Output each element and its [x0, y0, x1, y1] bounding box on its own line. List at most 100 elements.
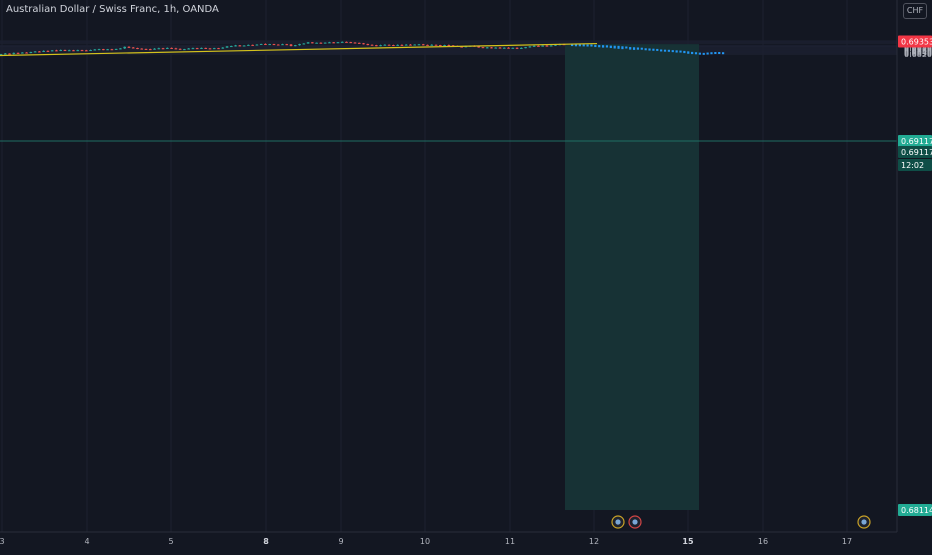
candle-body: [400, 44, 404, 46]
projection-bar: [652, 48, 655, 51]
candle-body: [549, 45, 553, 47]
candle-body: [114, 48, 118, 50]
projection-bar: [590, 44, 593, 47]
candle-body: [59, 50, 63, 52]
projection-bar: [640, 47, 643, 50]
candle-body: [63, 50, 67, 52]
projection-bar: [660, 49, 663, 52]
candle-body: [255, 44, 259, 46]
price-axis[interactable]: 0.694000.693000.692000.690000.689000.688…: [896, 0, 932, 532]
candle-body: [140, 48, 144, 50]
candle-body: [123, 46, 127, 49]
candle-body: [89, 50, 92, 52]
candle-body: [153, 48, 156, 50]
candle-body: [554, 44, 557, 46]
candle-body: [502, 47, 506, 49]
candle-body: [208, 48, 212, 50]
candle-body: [485, 47, 489, 49]
candle-body: [225, 46, 229, 48]
candle-body: [268, 44, 272, 46]
candle-body: [460, 46, 463, 48]
candle-body: [545, 45, 549, 47]
candle-body: [161, 48, 165, 50]
time-tick-label: 10: [420, 537, 430, 546]
candle-body: [515, 47, 519, 49]
time-tick-label: 17: [842, 537, 852, 546]
candle-body: [221, 47, 225, 49]
projection-bar: [656, 48, 659, 51]
candle-body: [0, 54, 3, 56]
candle-body: [298, 44, 301, 46]
candle-body: [490, 47, 493, 49]
projection-bar: [632, 47, 636, 50]
last-price-label-bg: [898, 146, 932, 158]
candle-body: [319, 42, 323, 44]
candle-body: [447, 45, 451, 47]
candle-body: [127, 46, 131, 48]
candle-body: [50, 50, 54, 52]
projection-bar: [598, 45, 601, 48]
candle-body: [217, 48, 220, 50]
candle-body: [8, 53, 11, 55]
candle-body: [328, 42, 331, 44]
grid: [0, 0, 897, 532]
projection-bar: [582, 44, 585, 47]
candle-body: [413, 44, 417, 46]
candle-body: [38, 51, 41, 53]
candle-body: [353, 42, 357, 44]
candle-body: [285, 44, 289, 46]
currency-badge[interactable]: CHF: [903, 3, 927, 19]
projection-bar: [702, 52, 705, 55]
candle-body: [148, 49, 152, 51]
candle-body: [247, 44, 250, 46]
projection-bar: [663, 49, 667, 52]
projection-bar: [683, 50, 686, 54]
projection-bar: [613, 45, 616, 49]
candle-body: [178, 48, 182, 50]
candle-body: [311, 42, 314, 44]
candle-body: [537, 45, 540, 47]
candle-body: [200, 47, 203, 49]
target-price-label-bg: [898, 504, 932, 516]
candle-body: [383, 44, 387, 46]
candle-body: [29, 52, 33, 53]
candle-body: [345, 41, 348, 43]
candle-body: [524, 47, 527, 49]
entry-price-label-bg: [898, 135, 932, 147]
candle-body: [46, 50, 50, 52]
time-tick-label: 5: [168, 537, 173, 546]
projection-bar: [710, 52, 713, 55]
candle-body: [366, 44, 370, 46]
projection-bar: [571, 44, 574, 47]
candle-body: [541, 45, 544, 47]
candle-body: [340, 41, 344, 43]
position-tool[interactable]: [565, 44, 699, 510]
candle-body: [392, 45, 395, 47]
trendline[interactable]: [0, 42, 598, 57]
candle-body: [234, 45, 237, 47]
time-axis[interactable]: 3 4 5 8 9 10 11 12 15 16 17: [0, 531, 897, 546]
projection-bar: [609, 45, 612, 49]
time-tick-label: 4: [84, 537, 89, 546]
candle-body: [387, 44, 391, 46]
target-price-label: 0.68114: [901, 506, 932, 515]
projection-bar: [698, 52, 701, 55]
candle-body: [110, 49, 114, 51]
projection-bar: [687, 51, 690, 54]
candle-body: [55, 50, 58, 52]
candle-body: [76, 50, 80, 52]
candle-body: [430, 44, 434, 46]
projection-bar: [625, 46, 628, 49]
stop-price-label-bg: [898, 35, 932, 48]
time-tick-label: 11: [505, 537, 515, 546]
take-profit-zone[interactable]: [565, 44, 699, 510]
event-markers[interactable]: [611, 515, 871, 529]
candle-body: [144, 48, 148, 50]
candle-body: [174, 48, 178, 50]
projection-bar: [586, 44, 589, 47]
projection-bar: [679, 50, 682, 53]
